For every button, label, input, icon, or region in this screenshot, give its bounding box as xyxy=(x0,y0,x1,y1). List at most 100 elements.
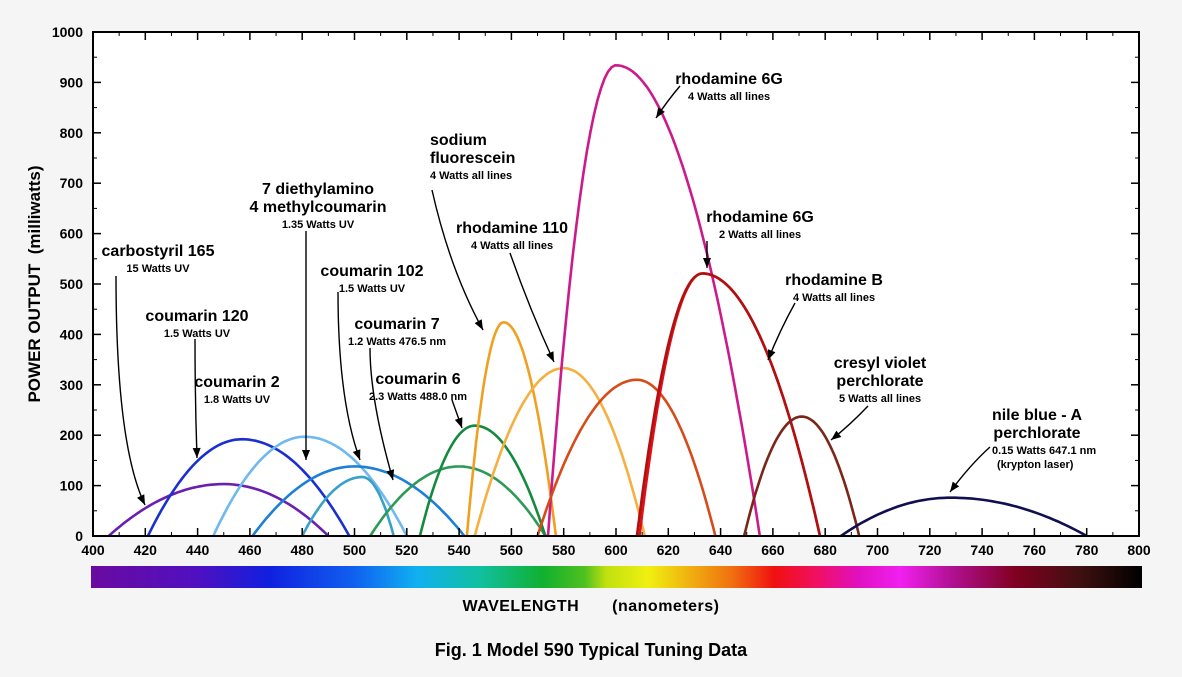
arrow-head xyxy=(768,349,776,360)
x-tick-label: 760 xyxy=(1023,542,1047,558)
plot-frame xyxy=(92,31,1140,537)
dye-pump-power-line2: (krypton laser) xyxy=(997,459,1074,471)
dye-pump-power: 5 Watts all lines xyxy=(839,393,921,405)
plot-area-background xyxy=(93,32,1139,536)
arrow-head xyxy=(546,351,554,362)
x-tick-label: 400 xyxy=(81,542,105,558)
annotation-arrow xyxy=(115,275,146,506)
series-curve xyxy=(536,378,717,537)
dye-name: coumarin 7 xyxy=(354,316,439,333)
dye-name: rhodamine 6G xyxy=(675,71,783,88)
dye-name: nile blue - A xyxy=(992,407,1083,424)
dye-name: rhodamine 6G xyxy=(706,209,814,226)
arrow-head xyxy=(352,449,361,460)
x-tick-label: 620 xyxy=(657,542,681,558)
annotation-arrow xyxy=(431,189,484,331)
x-tick-label: 480 xyxy=(291,542,315,558)
dye-name: carbostyril 165 xyxy=(102,243,215,260)
series-curve xyxy=(635,272,822,537)
y-tick-label: 400 xyxy=(60,326,84,342)
dye-pump-power: 15 Watts UV xyxy=(126,263,190,275)
dye-pump-power: 4 Watts all lines xyxy=(793,292,875,304)
annotation-arrow xyxy=(509,252,555,363)
y-tick-label: 800 xyxy=(60,125,84,141)
dye-pump-power: 4 Watts all lines xyxy=(688,91,770,103)
dye-name: rhodamine B xyxy=(785,272,883,289)
dye-annotations: carbostyril 165 15 Watts UV coumarin 120 1.… xyxy=(102,71,1096,506)
axes: 400 420 440 460 480 500 520 540 560 580 600 620 640 6… xyxy=(52,24,1151,558)
x-tick-label: 440 xyxy=(186,542,210,558)
y-tick-label: 200 xyxy=(60,427,84,443)
series-curve xyxy=(418,424,547,537)
dye-pump-power: 2.3 Watts 488.0 nm xyxy=(369,391,467,403)
x-tick-label: 560 xyxy=(500,542,524,558)
dye-name-line2: perchlorate xyxy=(993,425,1080,442)
dye-pump-power: 4 Watts all lines xyxy=(471,240,553,252)
annotation-arrow xyxy=(369,347,394,481)
x-axis-label: WAVELENGTH (nanometers) xyxy=(0,598,1182,616)
x-tick-label: 540 xyxy=(447,542,471,558)
dye-pump-power: 4 Watts all lines xyxy=(430,170,512,182)
dye-name: 7 diethylamino xyxy=(262,181,374,198)
dye-pump-power: 1.35 Watts UV xyxy=(282,219,355,231)
x-tick-label: 520 xyxy=(395,542,419,558)
series-curve xyxy=(369,465,547,537)
dye-name-line2: 4 methylcoumarin xyxy=(250,199,387,216)
dye-pump-power: 1.2 Watts 476.5 nm xyxy=(348,336,446,348)
dye-pump-power: 1.5 Watts UV xyxy=(339,283,406,295)
dye-pump-power: 0.15 Watts 647.1 nm xyxy=(992,445,1096,457)
dye-name-line2: fluorescein xyxy=(430,150,515,167)
dye-name: rhodamine 110 xyxy=(456,220,568,237)
series-curve xyxy=(742,415,861,537)
x-axis-units: (nanometers) xyxy=(612,598,720,615)
wavelength-spectrum-bar xyxy=(91,566,1142,588)
arrow-head xyxy=(656,107,665,118)
x-tick-label: 580 xyxy=(552,542,576,558)
dye-pump-power: 2 Watts all lines xyxy=(719,229,801,241)
annotation-arrow xyxy=(194,338,198,459)
figure-caption: Fig. 1 Model 590 Typical Tuning Data xyxy=(434,640,748,660)
series-curve xyxy=(473,366,647,537)
series-curve xyxy=(212,435,408,537)
series-curve xyxy=(465,320,558,537)
dye-pump-power: 1.8 Watts UV xyxy=(204,394,271,406)
arrow-head xyxy=(950,481,960,492)
series-curve xyxy=(146,437,351,537)
y-tick-label: 900 xyxy=(60,74,84,90)
x-tick-label: 660 xyxy=(761,542,785,558)
y-tick-label: 500 xyxy=(60,276,84,292)
y-tick-label: 1000 xyxy=(52,24,83,40)
x-tick-label: 720 xyxy=(918,542,942,558)
x-tick-label: 800 xyxy=(1127,542,1151,558)
arrow-head xyxy=(302,450,310,460)
x-axis-title: WAVELENGTH xyxy=(462,598,580,615)
y-axis-label: POWER OUTPUT (milliwatts) xyxy=(25,165,44,402)
annotation-arrow xyxy=(337,291,361,461)
y-tick-label: 300 xyxy=(60,377,84,393)
series-curve xyxy=(840,496,1088,538)
arrow-head xyxy=(386,469,395,480)
x-tick-label: 500 xyxy=(343,542,367,558)
series-curve xyxy=(301,475,395,537)
x-tick-label: 700 xyxy=(866,542,890,558)
dye-name: coumarin 102 xyxy=(320,263,423,280)
dye-name: sodium xyxy=(430,132,487,149)
x-tick-label: 740 xyxy=(970,542,994,558)
arrow-head xyxy=(192,447,201,458)
tuning-chart: 400 420 440 460 480 500 520 540 560 580 600 620 640 6… xyxy=(25,24,1151,588)
y-tick-label: 100 xyxy=(60,478,84,494)
dye-name: coumarin 2 xyxy=(194,374,279,391)
y-tick-label: 600 xyxy=(60,226,84,242)
dye-name: coumarin 120 xyxy=(145,308,248,325)
dye-name: coumarin 6 xyxy=(375,371,460,388)
dye-pump-power: 1.5 Watts UV xyxy=(164,328,231,340)
arrow-head xyxy=(831,430,842,440)
series-curve xyxy=(107,482,330,537)
x-tick-label: 420 xyxy=(134,542,158,558)
x-tick-label: 780 xyxy=(1075,542,1099,558)
dye-curves xyxy=(107,63,1088,538)
arrow-head xyxy=(703,258,711,268)
arrow-head xyxy=(137,494,145,505)
dye-name: cresyl violet xyxy=(834,355,927,372)
series-curve xyxy=(546,63,762,537)
